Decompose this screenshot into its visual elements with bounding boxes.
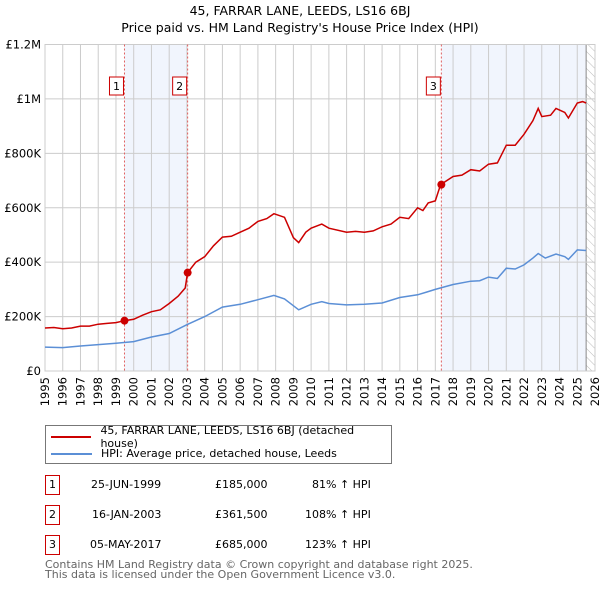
x-tick-label: 1996: [56, 377, 70, 406]
y-tick-label: £400K: [4, 255, 41, 269]
sale-marker-label: 1: [113, 80, 120, 93]
x-tick-label: 2024: [553, 377, 567, 406]
x-tick-label: 2004: [198, 377, 212, 406]
legend: 45, FARRAR LANE, LEEDS, LS16 6BJ (detach…: [45, 424, 392, 464]
x-tick-label: 2007: [251, 377, 265, 406]
x-tick-label: 2014: [375, 377, 389, 406]
x-tick-label: 2026: [588, 377, 600, 406]
x-tick-label: 2019: [464, 377, 478, 406]
y-tick-label: £800K: [4, 146, 41, 160]
plot-border: [44, 44, 596, 372]
sale-price: £361,500: [215, 508, 268, 521]
x-tick-label: 2015: [393, 377, 407, 406]
legend-item-property: 45, FARRAR LANE, LEEDS, LS16 6BJ (detach…: [46, 424, 391, 450]
sale-marker-box: 3: [45, 535, 60, 555]
x-tick-label: 2020: [482, 377, 496, 406]
x-tick-label: 1999: [109, 377, 123, 406]
sale-point: [183, 268, 192, 277]
table-row: 1 25-JUN-1999 £185,000 81% ↑ HPI: [45, 475, 465, 497]
x-tick-label: 1995: [38, 377, 52, 406]
x-tick-label: 2021: [499, 377, 513, 406]
legend-item-hpi: HPI: Average price, detached house, Leed…: [46, 445, 337, 462]
y-tick-label: £600K: [4, 201, 41, 215]
chart-subtitle: Price paid vs. HM Land Registry's House …: [121, 20, 479, 35]
sale-date: 25-JUN-1999: [91, 478, 162, 491]
sale-point: [437, 180, 446, 189]
sale-marker-label: 2: [176, 80, 183, 93]
x-tick-label: 2013: [357, 377, 371, 406]
hpi-line: [44, 249, 587, 349]
sale-hpi: 123% ↑ HPI: [305, 538, 371, 551]
sale-marker-box: [108, 76, 124, 96]
legend-label: HPI: Average price, detached house, Leed…: [101, 447, 337, 460]
x-tick-label: 2001: [144, 377, 158, 406]
x-tick-label: 2000: [127, 377, 141, 406]
chart-title: 45, FARRAR LANE, LEEDS, LS16 6BJ: [189, 3, 411, 18]
y-tick-label: £0: [26, 364, 41, 378]
y-tick-label: £1M: [16, 92, 41, 106]
x-tick-label: 2010: [304, 377, 318, 406]
legend-swatch-blue: [51, 452, 92, 455]
x-tick-label: 2022: [517, 377, 531, 406]
sale-point: [120, 316, 129, 325]
footer: Contains HM Land Registry data © Crown c…: [45, 558, 473, 581]
footer-copyright: Contains HM Land Registry data © Crown c…: [45, 558, 473, 571]
sale-hpi: 81% ↑ HPI: [312, 478, 371, 491]
sale-date: 05-MAY-2017: [90, 538, 162, 551]
x-tick-label: 2009: [286, 377, 300, 406]
footer-licence: This data is licensed under the Open Gov…: [45, 568, 396, 581]
sale-date: 16-JAN-2003: [92, 508, 162, 521]
x-tick-label: 2003: [180, 377, 194, 406]
x-tick-label: 2011: [322, 377, 336, 406]
sale-marker-box: 1: [45, 475, 60, 495]
x-tick-label: 1998: [91, 377, 105, 406]
sale-marker-box: [425, 76, 441, 96]
y-tick-label: £200K: [4, 310, 41, 324]
x-tick-label: 2016: [411, 377, 425, 406]
x-tick-label: 2018: [446, 377, 460, 406]
sale-marker-label: 3: [430, 80, 437, 93]
y-tick-label: £1.2M: [5, 38, 41, 52]
x-tick-label: 2006: [233, 377, 247, 406]
sale-marker-box: 2: [45, 505, 60, 525]
price-line: [44, 100, 587, 330]
sale-price: £685,000: [215, 538, 268, 551]
table-row: 2 16-JAN-2003 £361,500 108% ↑ HPI: [45, 505, 465, 527]
x-tick-label: 2002: [162, 377, 176, 406]
x-tick-label: 1997: [73, 377, 87, 406]
x-tick-label: 2023: [535, 377, 549, 406]
x-tick-label: 2005: [215, 377, 229, 406]
x-tick-label: 2025: [570, 377, 584, 406]
x-tick-label: 2012: [340, 377, 354, 406]
sale-marker-box: [172, 76, 188, 96]
legend-swatch-red: [51, 435, 92, 438]
plot-area: 1995 1996 1997 1998 1999 2000 2001 2002 2003 2004…: [4, 38, 600, 407]
x-tick-label: 2017: [428, 377, 442, 406]
sale-price: £185,000: [215, 478, 268, 491]
table-row: 3 05-MAY-2017 £685,000 123% ↑ HPI: [45, 535, 465, 557]
legend-label: 45, FARRAR LANE, LEEDS, LS16 6BJ (detach…: [100, 423, 355, 450]
x-tick-label: 2008: [269, 377, 283, 406]
sale-hpi: 108% ↑ HPI: [305, 508, 371, 521]
